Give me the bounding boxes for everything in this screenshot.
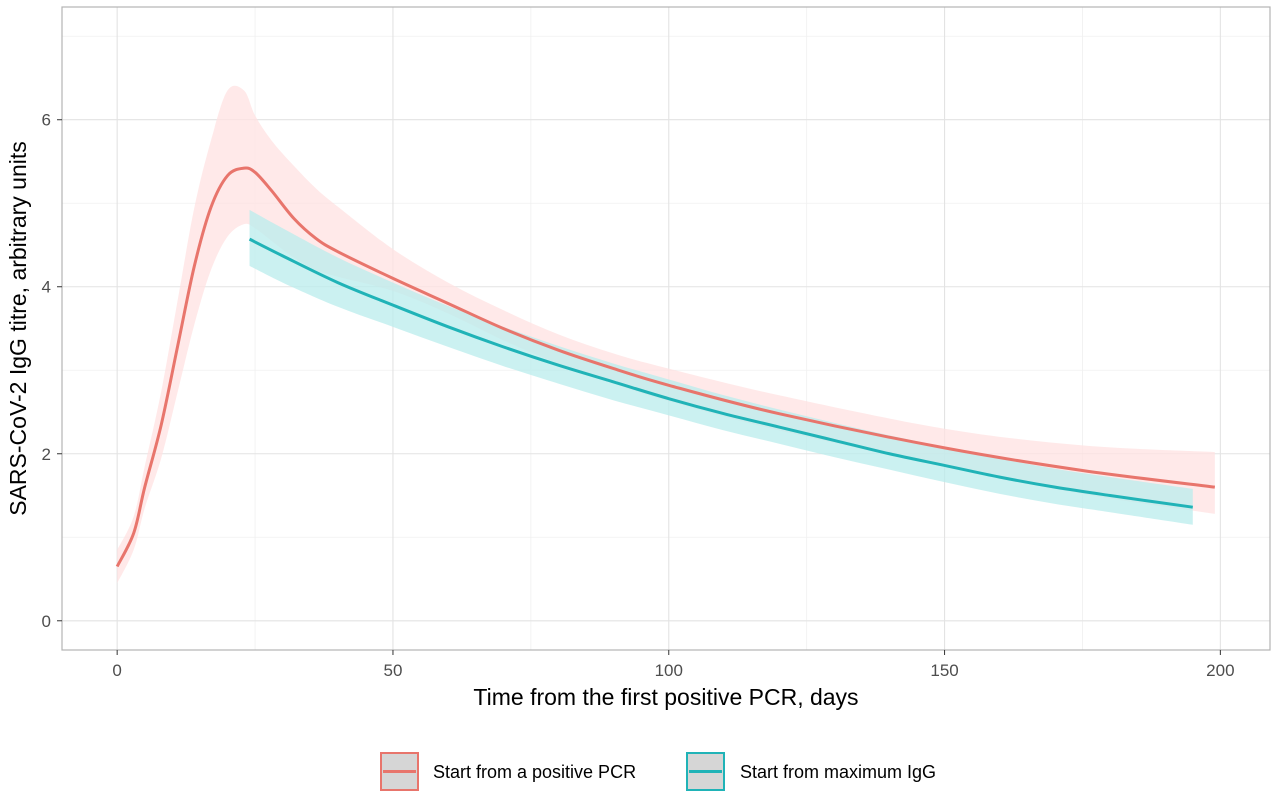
ribbon-series-1 <box>117 85 1215 584</box>
y-axis-title: SARS-CoV-2 IgG titre, arbitrary units <box>5 141 31 516</box>
legend-label-1: Start from a positive PCR <box>433 762 636 782</box>
legend-item-2: Start from maximum IgG <box>686 752 936 791</box>
y-tick-label: 0 <box>42 612 51 631</box>
x-tick-label: 200 <box>1206 661 1234 680</box>
series-lines <box>115 166 1216 568</box>
y-tick-label: 4 <box>42 278 51 297</box>
panel-border <box>61 6 1271 651</box>
y-tick-label: 2 <box>42 445 51 464</box>
legend-label-2: Start from maximum IgG <box>740 762 936 782</box>
x-tick-label: 0 <box>112 661 121 680</box>
legend-item-1: Start from a positive PCR <box>380 752 636 791</box>
x-tick-label: 150 <box>930 661 958 680</box>
legend: Start from a positive PCR Start from maxi… <box>380 752 936 791</box>
x-tick-label: 50 <box>383 661 402 680</box>
x-tick-label: 100 <box>655 661 683 680</box>
axis-ticks: 0 50 100 150 200 0 2 4 6 <box>42 111 1235 680</box>
y-tick-label: 6 <box>42 111 51 130</box>
line-series-1 <box>115 166 1216 568</box>
line-series-2 <box>248 237 1193 509</box>
x-axis-title: Time from the first positive PCR, days <box>473 684 858 710</box>
confidence-ribbons <box>117 85 1215 584</box>
